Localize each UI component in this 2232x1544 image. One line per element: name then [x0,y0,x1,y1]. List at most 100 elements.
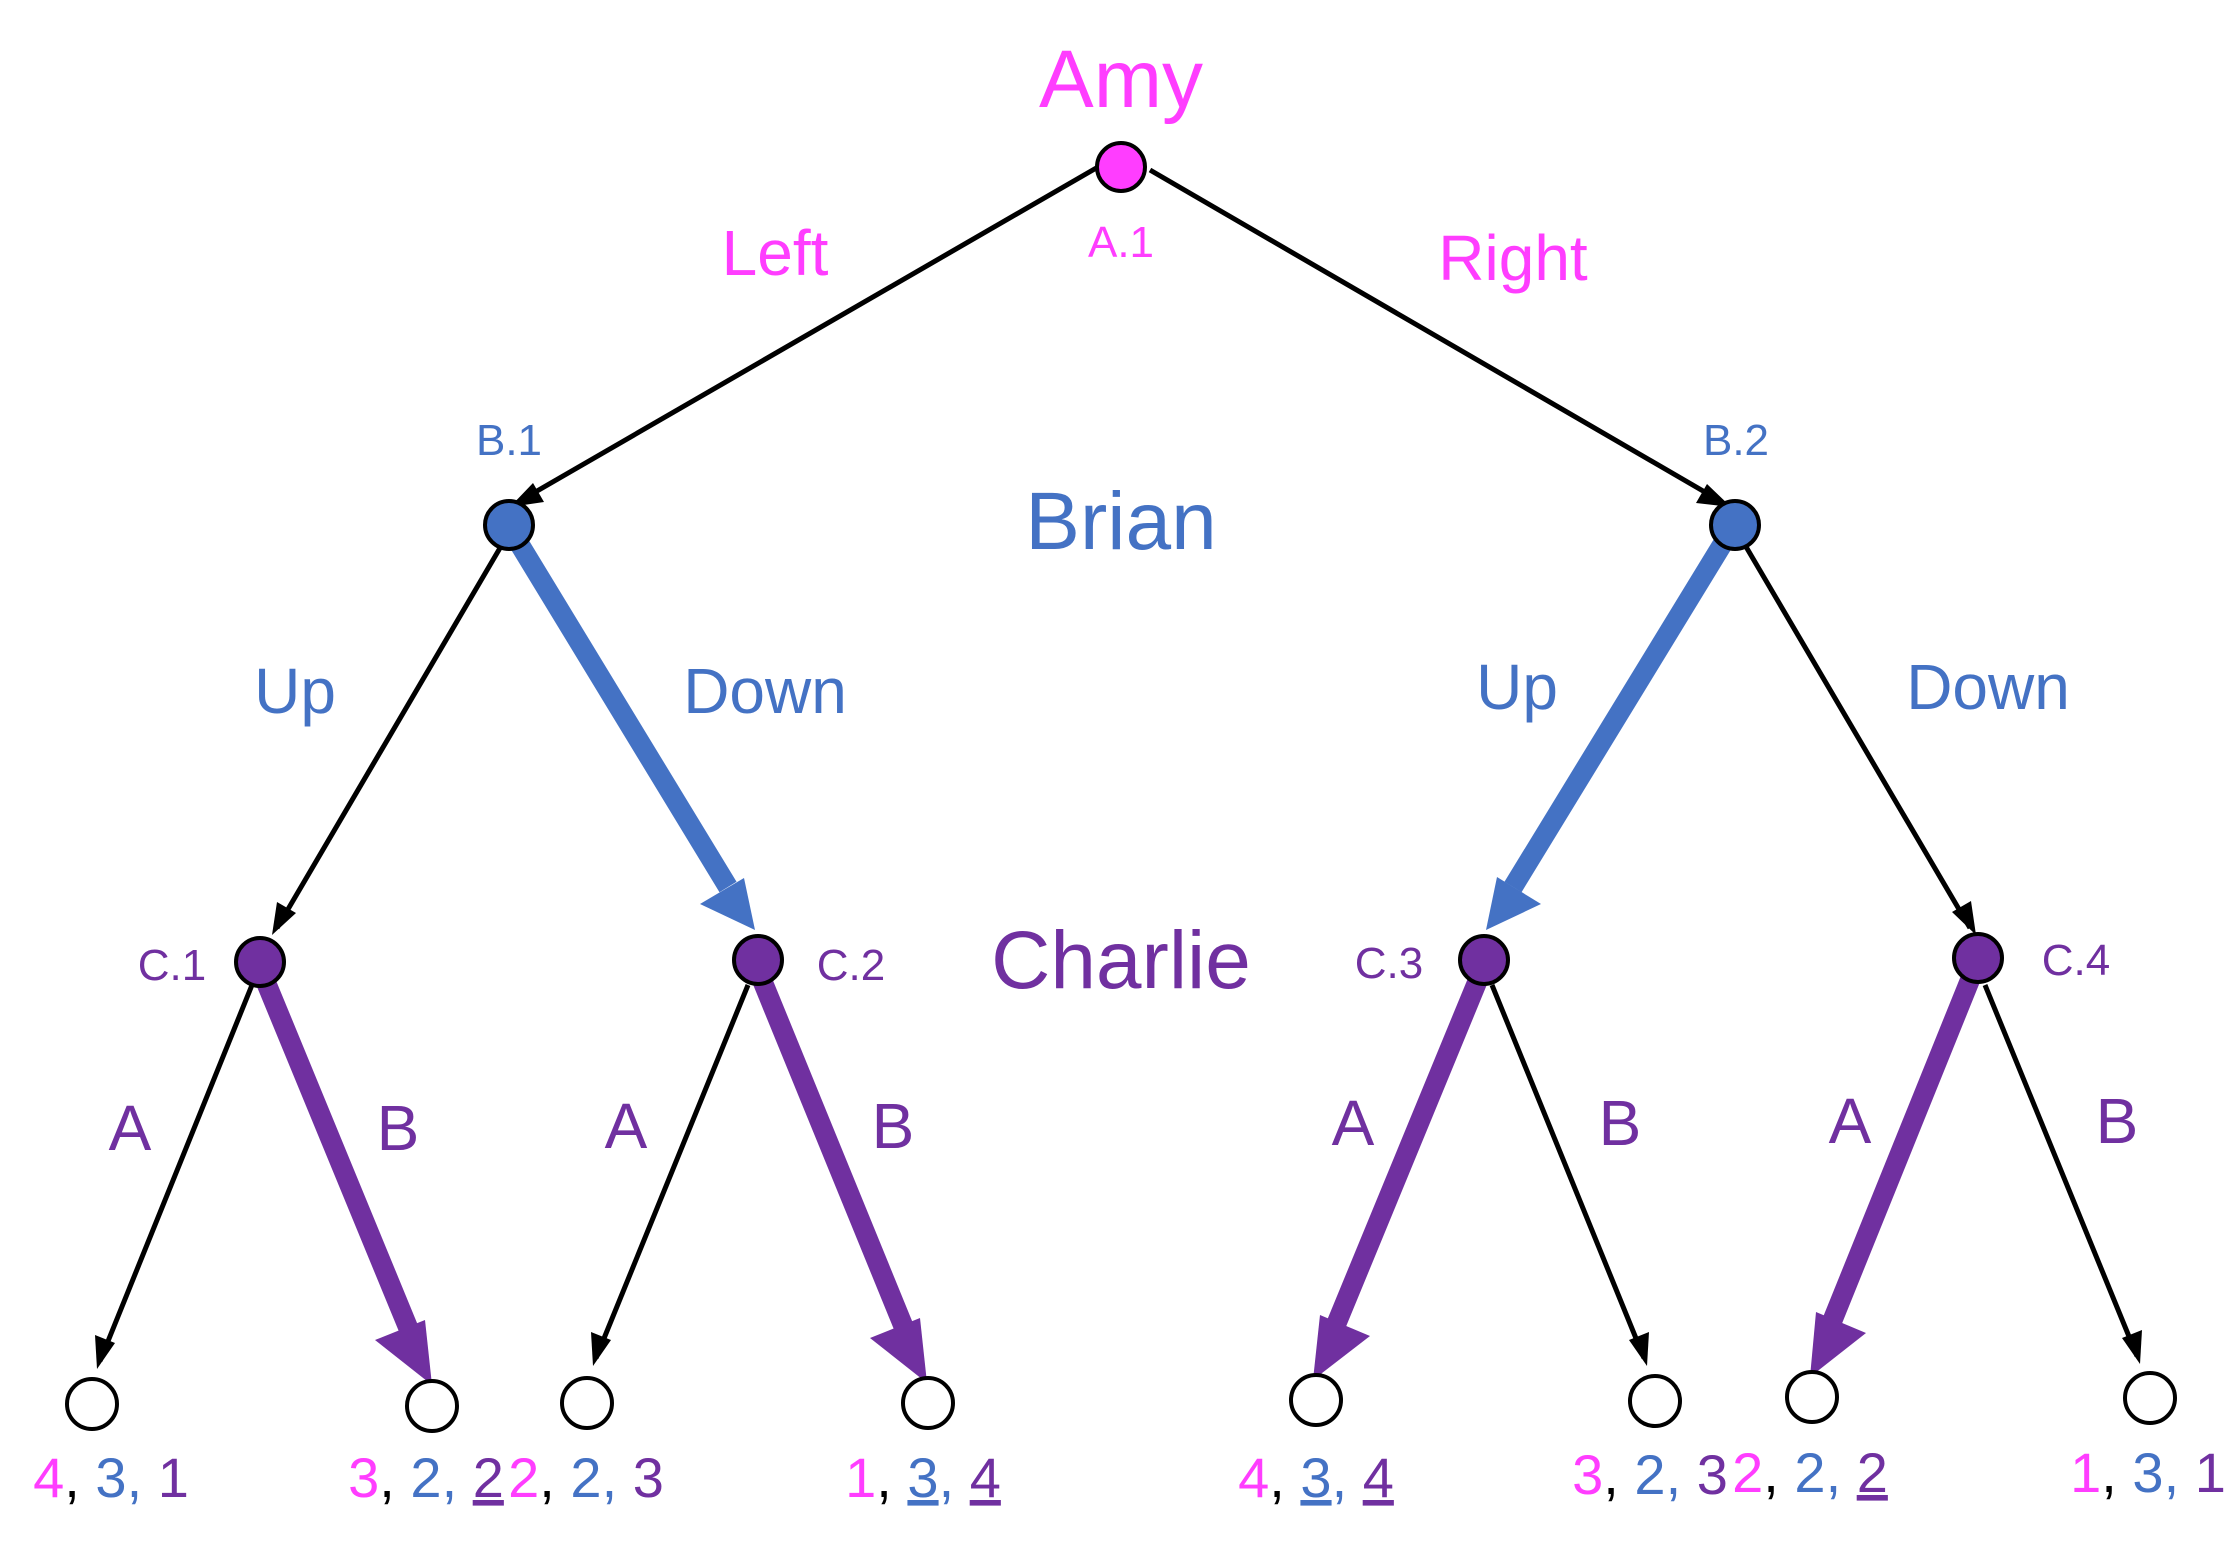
payoff-5-amy: 4 [1238,1446,1269,1509]
terminal-nodes [65,1370,2177,1433]
edges-brian [272,539,1976,935]
payoff-3-charlie: 3 [633,1446,664,1509]
arrowhead-b2-up [1486,877,1541,930]
payoff-2-charlie: 2 [473,1446,504,1509]
payoff-2: 3, 2, 2 [348,1446,504,1509]
arrowhead-c3-b [1629,1332,1649,1366]
payoff-6-amy: 3 [1572,1443,1603,1506]
edge-c1-a [97,984,255,1362]
node-c3 [1458,934,1510,986]
arrowhead-b2-down [1952,901,1976,935]
player-label-brian: Brian [1025,476,1216,567]
move-label-c3-a: A [1332,1087,1375,1159]
arrowhead-c4-b [2122,1330,2142,1364]
payoffs: 4, 3, 1 3, 2, 2 2, 2, 3 1, 3, 4 4, 3, 4 … [33,1441,2226,1509]
payoff-2-amy: 3 [348,1446,379,1509]
terminal-3 [560,1376,614,1430]
payoff-7-amy: 2 [1732,1441,1763,1504]
edge-c3-a [1323,976,1488,1336]
payoff-6-brian: 2 [1634,1443,1665,1506]
node-a1 [1095,141,1147,193]
edge-c3-b [1489,984,1647,1359]
move-label-b1-up: Up [254,655,336,727]
payoff-3-amy: 2 [508,1446,539,1509]
node-label-c4: C.4 [2042,936,2110,985]
terminal-8 [2123,1371,2177,1425]
player-label-charlie: Charlie [991,915,1251,1006]
move-label-left: Left [722,217,829,289]
payoff-1-charlie: 1 [158,1446,189,1509]
arrowhead-c1-b [375,1320,432,1385]
move-label-b2-up: Up [1476,651,1558,723]
node-c2 [732,934,784,986]
node-label-c1: C.1 [138,941,206,990]
edge-c4-a [1819,976,1980,1333]
node-c1 [234,936,286,988]
move-label-c1-b: B [377,1092,420,1164]
payoff-6: 3, 2, 3 [1572,1443,1728,1506]
arrowhead-c4-a [1810,1312,1866,1377]
move-label-c1-a: A [109,1092,152,1164]
terminal-7 [1785,1370,1839,1424]
edges-amy [510,164,1731,507]
payoff-4-amy: 1 [845,1446,876,1509]
payoff-2-brian: 2 [410,1446,441,1509]
edge-c2-a [593,984,751,1359]
move-label-b2-down: Down [1906,651,2070,723]
payoff-3-brian: 2 [570,1446,601,1509]
arrowhead-c2-a [591,1332,611,1366]
node-label-c3: C.3 [1355,939,1423,988]
payoff-5: 4, 3, 4 [1238,1446,1394,1509]
terminal-6 [1628,1374,1682,1428]
payoff-1-brian: 3 [95,1446,126,1509]
arrowhead-b1-up [272,902,296,935]
payoff-7-brian: 2 [1794,1441,1825,1504]
move-label-c2-b: B [872,1090,915,1162]
edges-charlie [95,976,2142,1385]
payoff-1: 4, 3, 1 [33,1446,189,1509]
move-label-c4-b: B [2096,1085,2139,1157]
node-label-c2: C.2 [817,941,885,990]
arrowhead-c3-a [1313,1315,1370,1380]
edge-b2-down [1742,543,1973,930]
node-c4 [1952,932,2004,984]
terminal-5 [1289,1373,1343,1427]
player-label-amy: Amy [1039,34,1203,125]
payoff-3: 2, 2, 3 [508,1446,664,1509]
arrowhead-c2-b [870,1318,927,1383]
payoff-4-charlie: 4 [970,1446,1001,1509]
arrowhead-b1-down [700,878,755,930]
move-label-c2-a: A [605,1090,648,1162]
terminal-4 [901,1376,955,1430]
payoff-5-brian: 3 [1300,1446,1331,1509]
node-b1 [483,499,535,551]
edge-c1-b [255,976,422,1341]
edge-c2-b [752,976,917,1339]
edge-b1-down [511,539,737,893]
node-b2 [1709,499,1761,551]
move-label-b1-down: Down [683,655,847,727]
payoff-4-brian: 3 [907,1446,938,1509]
decision-nodes [234,141,2004,988]
node-label-a1: A.1 [1088,218,1154,267]
payoff-1-amy: 4 [33,1446,64,1509]
payoff-5-charlie: 4 [1363,1446,1394,1509]
move-label-c4-a: A [1829,1085,1872,1157]
payoff-8-amy: 1 [2070,1441,2101,1504]
node-label-b1: B.1 [476,416,542,465]
terminal-1 [65,1377,119,1431]
edge-left [516,164,1100,505]
edge-b2-up [1504,539,1731,893]
payoff-7-charlie: 2 [1857,1441,1888,1504]
terminal-2 [405,1379,459,1433]
arrowhead-c1-a [95,1335,115,1369]
edge-b1-up [274,546,503,930]
payoff-7: 2, 2, 2 [1732,1441,1888,1504]
node-label-b2: B.2 [1703,416,1769,465]
payoff-8-charlie: 1 [2195,1441,2226,1504]
payoff-6-charlie: 3 [1697,1443,1728,1506]
edge-right [1148,167,1724,505]
move-label-c3-b: B [1599,1087,1642,1159]
payoff-8-brian: 3 [2132,1441,2163,1504]
